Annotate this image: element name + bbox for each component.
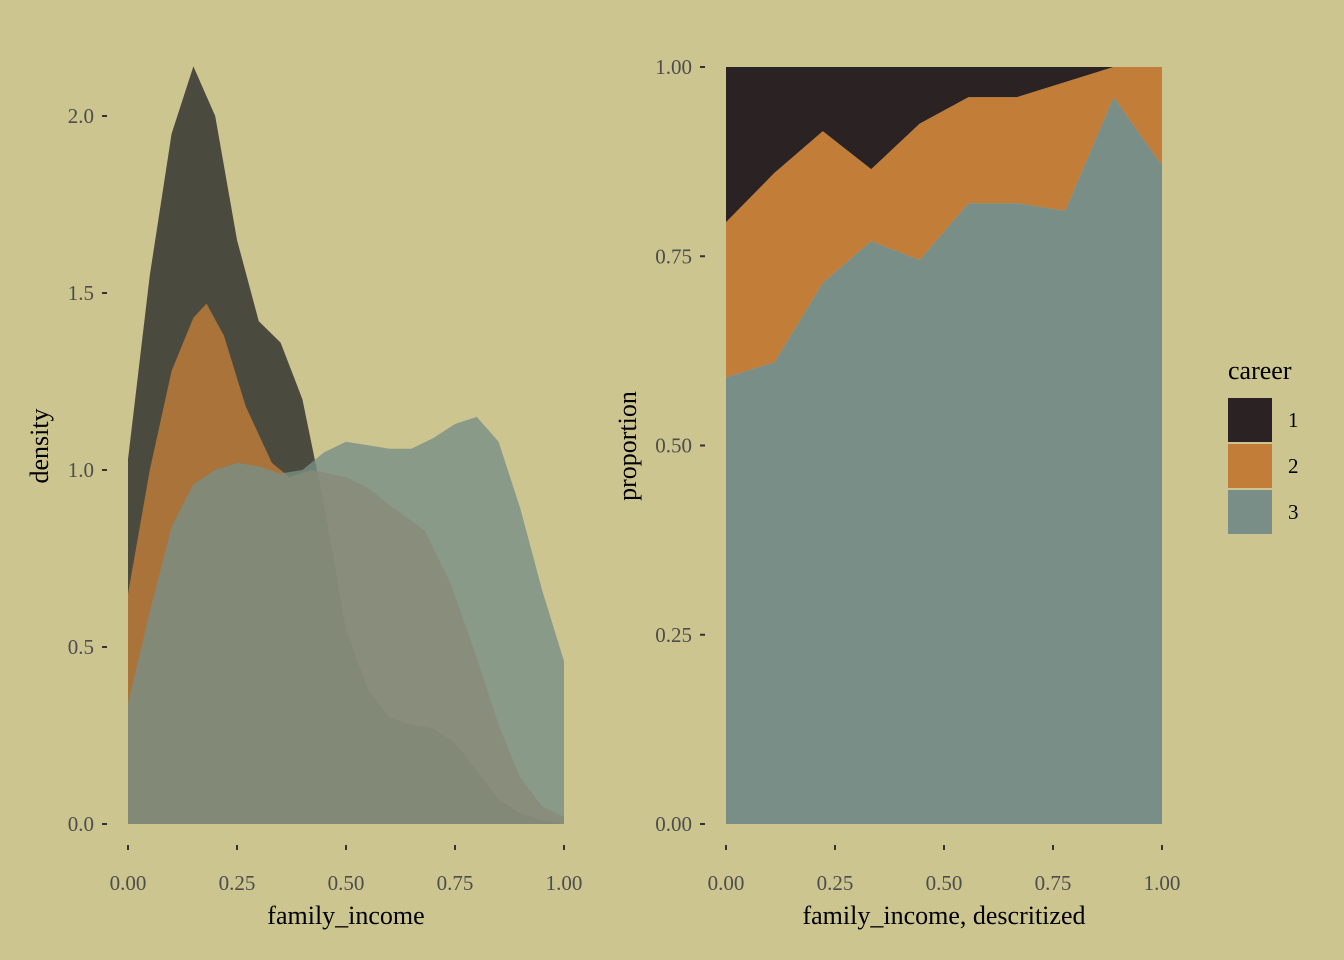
density-x-axis-title: family_income [267, 901, 424, 930]
density-y-tick-label: 2.0 [68, 104, 94, 128]
density-y-tick-label: 1.5 [68, 281, 94, 305]
density-x-tick-label: 1.00 [546, 871, 583, 895]
density-area-career-3 [128, 416, 564, 824]
proportion-x-tick-label: 0.50 [926, 871, 963, 895]
density-areas [128, 66, 564, 825]
proportion-area-career-1 [726, 67, 1162, 223]
density-x-tick-label: 0.25 [219, 871, 256, 895]
density-panel: 0.0 0.5 1.0 1.5 2.0 0.00 0.25 0.50 0.75 1.00 fam… [25, 66, 582, 930]
legend-label-career-2: 2 [1288, 454, 1299, 478]
legend-items: 1 2 3 [1228, 398, 1299, 534]
proportion-x-tick-label: 1.00 [1144, 871, 1181, 895]
proportion-y-axis-title: proportion [613, 391, 642, 501]
density-x-tick-label: 0.75 [437, 871, 474, 895]
density-x-tick-label: 0.50 [328, 871, 365, 895]
proportion-y-tick-label: 0.50 [655, 434, 692, 458]
proportion-x-tick-label: 0.75 [1035, 871, 1072, 895]
density-y-tick-label: 0.0 [68, 812, 94, 836]
density-y-tick-label: 0.5 [68, 635, 94, 659]
density-y-axis-title: density [25, 408, 54, 483]
proportion-y-axis: 0.00 0.25 0.50 0.75 1.00 [655, 55, 705, 836]
legend: career 1 2 3 [1228, 356, 1299, 534]
proportion-x-tick-label: 0.00 [708, 871, 745, 895]
legend-title: career [1228, 356, 1292, 385]
proportion-x-axis: 0.00 0.25 0.50 0.75 1.00 [708, 845, 1181, 895]
density-y-tick-label: 1.0 [68, 458, 94, 482]
proportion-panel: 0.00 0.25 0.50 0.75 1.00 0.00 0.25 0.50 0.75 1.0… [613, 55, 1180, 930]
legend-label-career-3: 3 [1288, 500, 1299, 524]
legend-label-career-1: 1 [1288, 408, 1299, 432]
proportion-y-tick-label: 0.75 [655, 244, 692, 268]
proportion-y-tick-label: 0.25 [655, 623, 692, 647]
legend-swatch-career-1 [1228, 398, 1272, 442]
legend-swatch-career-3 [1228, 490, 1272, 534]
proportion-areas [726, 67, 1162, 825]
proportion-area-career-3 [726, 97, 1162, 825]
legend-swatch-career-2 [1228, 444, 1272, 488]
proportion-x-tick-label: 0.25 [817, 871, 854, 895]
density-y-axis: 0.0 0.5 1.0 1.5 2.0 [68, 104, 107, 836]
proportion-y-tick-label: 0.00 [655, 812, 692, 836]
proportion-area-career-2 [726, 67, 1162, 378]
proportion-y-tick-label: 1.00 [655, 55, 692, 79]
density-x-tick-label: 0.00 [110, 871, 147, 895]
proportion-x-axis-title: family_income, descritized [802, 901, 1085, 930]
density-x-axis: 0.00 0.25 0.50 0.75 1.00 [110, 845, 583, 895]
